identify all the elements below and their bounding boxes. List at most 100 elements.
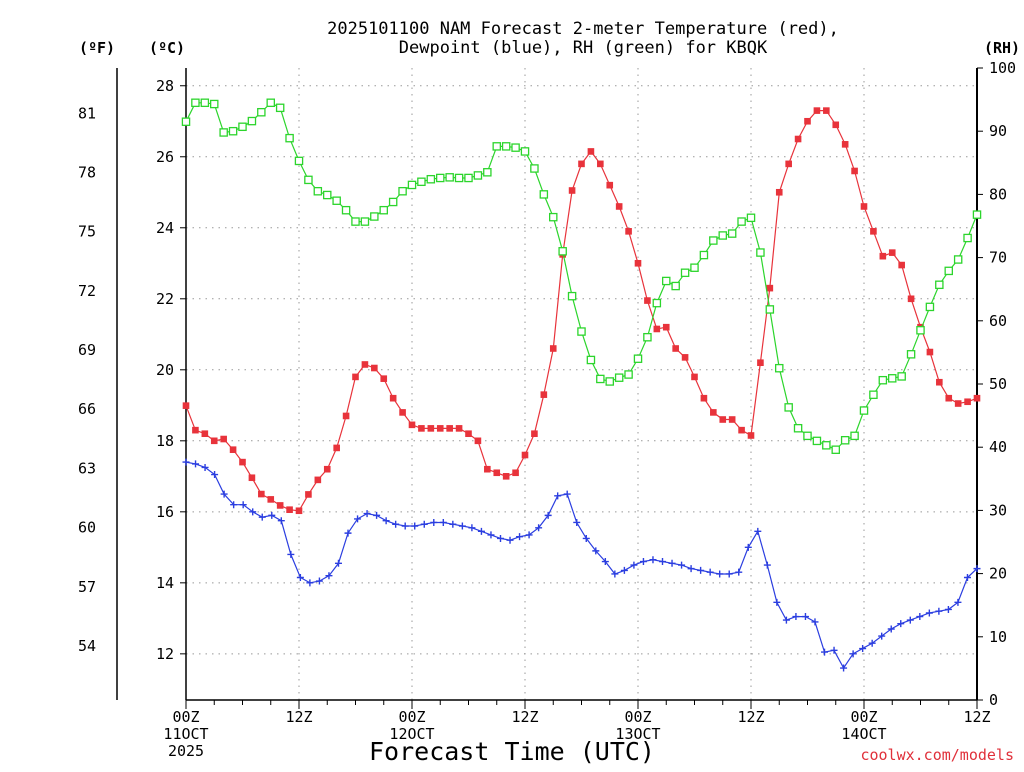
rh-point (727, 229, 737, 238)
dewpoint-point (334, 559, 342, 567)
rh-point (925, 302, 935, 312)
temperature-line (185, 109, 978, 512)
rh-point (549, 212, 558, 222)
temperature-point (531, 430, 538, 438)
rh-point (878, 375, 888, 385)
rh-point (445, 173, 454, 182)
temperature-point (653, 325, 661, 333)
dewpoint-point (411, 522, 419, 530)
temperature-point (248, 474, 256, 482)
dewpoint-point (220, 490, 228, 498)
rh-point (746, 213, 756, 223)
temperature-point (681, 354, 689, 361)
dewpoint-point (954, 598, 962, 606)
rh-point (869, 390, 878, 399)
rh-point (633, 354, 643, 363)
rh-point (181, 117, 191, 126)
rh-point (935, 280, 944, 290)
temperature-point (239, 458, 246, 466)
temperature-point (710, 409, 717, 416)
chart-axes (116, 67, 983, 709)
rh-point (426, 174, 436, 184)
rh-point (775, 363, 784, 373)
dewpoint-point (449, 520, 457, 528)
dewpoint-point (735, 568, 743, 576)
rh-point (624, 370, 633, 379)
temperature-point (493, 469, 501, 477)
rh-point (963, 233, 972, 243)
dewpoint-point (306, 579, 314, 587)
celsius-tick-label: 28 (156, 77, 174, 95)
temperature-point (606, 181, 614, 189)
temperature-point (474, 437, 482, 445)
temperature-point (973, 394, 981, 402)
dewpoint-point (563, 490, 571, 498)
dewpoint-point (325, 572, 333, 580)
temperature-point (361, 361, 369, 368)
fahrenheit-tick-label: 75 (78, 223, 96, 241)
temperature-point (399, 409, 406, 416)
dewpoint-point (840, 664, 848, 672)
dewpoint-point (525, 531, 533, 539)
temperature-point (672, 345, 679, 352)
x-tick-label: 11OCT (163, 725, 208, 743)
x-axis-label: Forecast Time (UTC) (369, 737, 655, 766)
rh-point (596, 374, 605, 384)
dewpoint-point (592, 547, 600, 555)
temperature-point (229, 446, 237, 453)
fahrenheit-tick-label: 54 (78, 637, 96, 655)
temperature-point (785, 160, 792, 168)
dewpoint-point (944, 605, 952, 613)
dewpoint-point (868, 639, 876, 647)
dewpoint-point (287, 550, 295, 558)
rh-point (407, 180, 417, 190)
dewpoint-point (573, 518, 581, 526)
rh-point (379, 205, 388, 215)
temperature-point (210, 437, 218, 445)
rh-point (219, 128, 228, 137)
rh-tick-label: 0 (989, 691, 998, 709)
temperature-point (879, 252, 887, 260)
dewpoint-point (201, 463, 209, 471)
fahrenheit-tick-label: 78 (78, 164, 96, 182)
temperature-point (578, 160, 585, 168)
fahrenheit-tick-label: 66 (78, 400, 96, 418)
x-tick-label: 12Z (285, 708, 312, 726)
x-tick-label: 12Z (963, 708, 990, 726)
dewpoint-point (468, 524, 476, 532)
chart-title-line-1: 2025101100 NAM Forecast 2-meter Temperat… (327, 19, 839, 39)
rh-point (294, 156, 304, 166)
dewpoint-point (630, 561, 638, 569)
temperature-point (540, 391, 548, 398)
temperature-point (954, 400, 962, 407)
temperature-point (446, 425, 453, 432)
rh-point (191, 98, 200, 108)
temperature-point (342, 412, 350, 420)
rh-point (209, 99, 219, 109)
temperature-point (936, 378, 943, 386)
temperature-point (465, 430, 472, 438)
dewpoint-point (420, 520, 428, 528)
temperature-point (945, 394, 953, 402)
dewpoint-point (458, 522, 466, 530)
dewpoint-point (516, 533, 524, 541)
celsius-tick-label: 16 (156, 503, 174, 521)
temperature-point (267, 496, 275, 503)
dewpoint-point (230, 501, 238, 509)
dewpoint-point (401, 522, 409, 530)
temperature-point (418, 425, 425, 432)
rh-point (341, 205, 351, 215)
dewpoint-point (878, 632, 886, 640)
dewpoint-point (182, 458, 190, 466)
dewpoint-point (744, 543, 752, 551)
dewpoint-point (392, 520, 400, 528)
rh-point (266, 98, 275, 108)
temperature-point (775, 188, 783, 196)
temperature-point (634, 259, 642, 267)
rh-point (247, 116, 257, 126)
rh-point (285, 133, 294, 143)
x-tick-label: 13OCT (615, 725, 660, 743)
rh-point (916, 326, 925, 335)
temperature-point (841, 141, 849, 148)
